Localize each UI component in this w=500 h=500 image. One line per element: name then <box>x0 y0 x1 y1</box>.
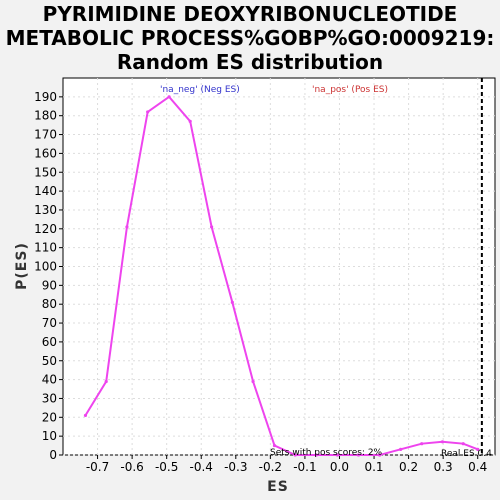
data-point <box>210 225 214 229</box>
data-point <box>314 453 318 457</box>
data-point <box>356 453 361 457</box>
data-point <box>230 300 234 304</box>
es-distribution-line <box>84 95 479 456</box>
y-axis-ticks: 0 10 20 30 40 50 60 70 80 90 100 110 120 130 140 150 160… <box>34 90 63 462</box>
data-point <box>440 440 445 444</box>
data-point <box>377 453 382 457</box>
chart-title-line-3: Random ES distribution <box>116 50 384 74</box>
x-tick-label: -0.4 <box>190 460 213 474</box>
y-tick-label: 80 <box>42 297 57 311</box>
data-point <box>335 453 340 457</box>
x-axis-label: ES <box>267 479 289 495</box>
x-axis-ticks: -0.7 -0.6 -0.5 -0.4 -0.3 -0.2 -0.1 0.0 0.1 0.2 0.3… <box>86 455 487 474</box>
chart-title-line-2: METABOLIC PROCESS%GOBP%GO:0009219: <box>5 26 495 50</box>
x-tick-label: -0.6 <box>120 460 143 474</box>
pos-scores-label: Sets with pos scores: 2% <box>270 448 383 458</box>
y-tick-label: 60 <box>42 335 57 349</box>
data-point <box>461 442 465 446</box>
data-point <box>83 413 88 418</box>
y-tick-label: 50 <box>42 354 57 368</box>
series-line <box>83 95 480 457</box>
data-point <box>399 447 403 451</box>
y-tick-label: 110 <box>34 241 57 255</box>
pos-es-label: 'na_pos' (Pos ES) <box>312 85 388 95</box>
y-tick-label: 130 <box>34 203 57 217</box>
data-point <box>476 447 480 451</box>
data-point <box>188 119 192 123</box>
data-point <box>146 110 150 114</box>
y-tick-label: 150 <box>34 165 57 179</box>
data-point <box>251 379 255 384</box>
x-tick-label: -0.1 <box>293 460 316 474</box>
chart-title-line-1: PYRIMIDINE DEOXYRIBONUCLEOTIDE <box>42 2 458 26</box>
y-tick-label: 180 <box>34 109 57 123</box>
x-tick-label: -0.2 <box>259 460 282 474</box>
x-tick-label: 0.3 <box>434 460 453 474</box>
data-point <box>167 95 171 99</box>
y-tick-label: 160 <box>34 146 57 160</box>
y-axis-label: P(ES) <box>14 242 30 290</box>
neg-es-label: 'na_neg' (Neg ES) <box>160 85 240 95</box>
data-point <box>104 379 108 384</box>
chart-title: PYRIMIDINE DEOXYRIBONUCLEOTIDE METABOLIC… <box>0 2 500 74</box>
y-tick-label: 190 <box>34 90 57 104</box>
data-point <box>293 453 297 457</box>
data-point <box>420 442 424 446</box>
y-tick-label: 170 <box>34 128 57 142</box>
y-tick-label: 20 <box>42 410 57 424</box>
x-tick-label: -0.7 <box>86 460 109 474</box>
x-tick-label: 0.1 <box>364 460 383 474</box>
real-es-label: Real ES 0.4 <box>441 449 492 459</box>
y-tick-label: 100 <box>34 260 57 274</box>
y-tick-label: 120 <box>34 222 57 236</box>
x-tick-label: 0.2 <box>399 460 418 474</box>
y-tick-label: 0 <box>49 448 57 462</box>
y-tick-label: 70 <box>42 316 57 330</box>
x-tick-label: 0.4 <box>468 460 487 474</box>
grid-lines <box>63 78 495 456</box>
y-tick-label: 30 <box>42 391 57 405</box>
x-tick-label: -0.3 <box>224 460 247 474</box>
y-tick-label: 40 <box>42 373 57 387</box>
y-tick-label: 10 <box>42 429 57 443</box>
x-tick-label: -0.5 <box>155 460 178 474</box>
x-tick-label: 0.0 <box>330 460 349 474</box>
data-point <box>272 443 277 448</box>
data-point <box>125 225 129 229</box>
y-tick-label: 140 <box>34 184 57 198</box>
y-tick-label: 90 <box>42 278 57 292</box>
